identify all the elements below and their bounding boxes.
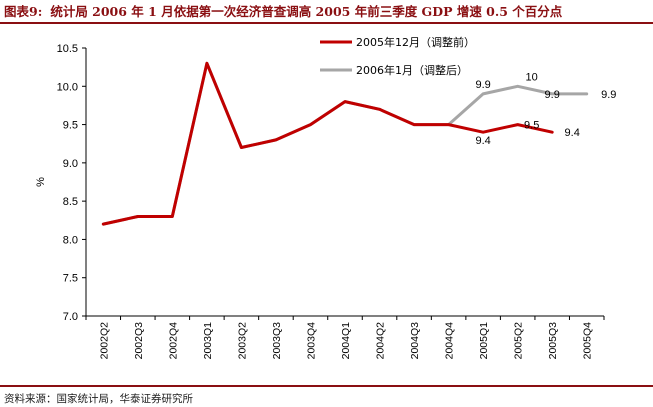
data-label: 10 [526, 71, 538, 83]
data-label: 9.4 [475, 135, 490, 147]
x-tick-label: 2005Q1 [478, 322, 490, 360]
y-axis-label: % [35, 177, 47, 187]
chart-title: 图表9: 统计局 2006 年 1 月依据第一次经济普查调高 2005 年前三季度… [4, 1, 649, 21]
x-tick-label: 2004Q1 [340, 322, 352, 360]
series-line-before-adjustment [101, 61, 554, 226]
x-tick-label: 2003Q1 [202, 322, 214, 360]
legend-entry: 2006年1月（调整后） [356, 63, 468, 77]
x-tick-label: 2002Q4 [167, 322, 179, 360]
y-tick-label: 9.5 [63, 120, 78, 132]
y-tick-label: 10.5 [57, 43, 78, 55]
y-tick-label: 8.0 [63, 234, 78, 246]
bottom-rule [0, 385, 653, 387]
line-chart: 7.0 7.5 8.0 8.5 9.0 9.5 10.0 10.5% 2002Q2 2002Q3 2… [35, 35, 616, 360]
data-label: 9.4 [565, 127, 580, 139]
x-tick-label: 2004Q3 [409, 322, 421, 360]
data-label: 9.9 [475, 79, 490, 91]
legend-entry: 2005年12月（调整前） [356, 35, 475, 49]
y-tick-label: 8.5 [63, 196, 78, 208]
data-label: 9.9 [545, 89, 560, 101]
x-tick-label: 2003Q4 [305, 322, 317, 360]
x-tick-label: 2002Q3 [133, 322, 145, 360]
x-tick-label: 2005Q4 [582, 322, 594, 360]
x-tick-label: 2004Q2 [375, 322, 387, 360]
x-tick-label: 2003Q3 [271, 322, 283, 360]
y-tick-label: 7.5 [63, 273, 78, 285]
y-tick-label: 7.0 [63, 311, 78, 323]
data-label: 9.5 [524, 120, 539, 132]
x-tick-label: 2005Q3 [547, 322, 559, 360]
y-tick-label: 9.0 [63, 158, 78, 170]
data-label: 9.9 [601, 89, 616, 101]
x-tick-label: 2005Q2 [513, 322, 525, 360]
source-note: 资料来源：国家统计局，华泰证券研究所 [4, 393, 193, 405]
figure-title: 统计局 2006 年 1 月依据第一次经济普查调高 2005 年前三季度 GDP… [50, 4, 563, 19]
y-tick-label: 10.0 [57, 81, 78, 93]
x-tick-label: 2002Q2 [98, 322, 110, 360]
x-tick-label: 2003Q2 [236, 322, 248, 360]
figure-label: 图表9: [4, 4, 43, 19]
top-rule [0, 22, 653, 24]
x-tick-label: 2004Q4 [444, 322, 456, 360]
